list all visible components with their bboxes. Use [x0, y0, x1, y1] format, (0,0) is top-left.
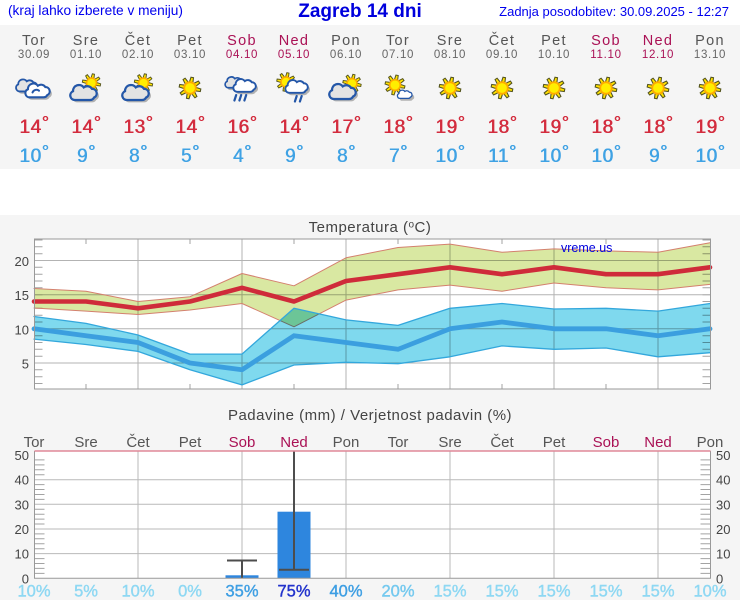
svg-text:Čet: Čet: [490, 434, 514, 451]
svg-text:10%: 10%: [693, 583, 726, 600]
svg-text:50: 50: [716, 448, 730, 463]
svg-text:5: 5: [22, 357, 29, 372]
svg-text:0%: 0%: [178, 583, 202, 600]
svg-text:75%: 75%: [277, 583, 310, 600]
svg-text:20: 20: [15, 522, 29, 537]
svg-text:Sob: Sob: [229, 434, 256, 451]
svg-text:Temperatura (oC): Temperatura (oC): [309, 219, 432, 236]
svg-text:Pon: Pon: [697, 434, 724, 451]
svg-text:15%: 15%: [485, 583, 518, 600]
svg-text:10: 10: [15, 322, 29, 337]
svg-text:35%: 35%: [225, 583, 258, 600]
svg-text:10: 10: [15, 547, 29, 562]
svg-text:Sob: Sob: [593, 434, 620, 451]
svg-text:20: 20: [716, 522, 730, 537]
svg-text:15%: 15%: [537, 583, 570, 600]
svg-text:0: 0: [22, 571, 29, 586]
svg-text:Pet: Pet: [543, 434, 566, 451]
svg-text:15%: 15%: [433, 583, 466, 600]
svg-text:Sre: Sre: [74, 434, 97, 451]
svg-text:Ned: Ned: [280, 434, 308, 451]
svg-text:Pet: Pet: [179, 434, 202, 451]
svg-text:15: 15: [15, 288, 29, 303]
svg-text:10%: 10%: [17, 583, 50, 600]
svg-text:Padavine (mm) / Verjetnost pad: Padavine (mm) / Verjetnost padavin (%): [228, 407, 512, 424]
svg-text:5%: 5%: [74, 583, 98, 600]
svg-text:20%: 20%: [381, 583, 414, 600]
svg-text:vreme.us: vreme.us: [561, 241, 612, 255]
svg-text:Pon: Pon: [333, 434, 360, 451]
svg-text:40: 40: [15, 473, 29, 488]
svg-text:50: 50: [15, 448, 29, 463]
svg-text:30: 30: [15, 497, 29, 512]
svg-text:40%: 40%: [329, 583, 362, 600]
svg-text:Tor: Tor: [24, 434, 45, 451]
svg-text:20: 20: [15, 254, 29, 269]
svg-text:10%: 10%: [121, 583, 154, 600]
svg-text:30: 30: [716, 497, 730, 512]
svg-text:10: 10: [716, 547, 730, 562]
svg-text:Ned: Ned: [644, 434, 672, 451]
svg-text:0: 0: [716, 571, 723, 586]
svg-text:40: 40: [716, 473, 730, 488]
svg-text:15%: 15%: [641, 583, 674, 600]
svg-text:Tor: Tor: [388, 434, 409, 451]
svg-text:Čet: Čet: [126, 434, 150, 451]
svg-text:Sre: Sre: [438, 434, 461, 451]
svg-text:15%: 15%: [589, 583, 622, 600]
